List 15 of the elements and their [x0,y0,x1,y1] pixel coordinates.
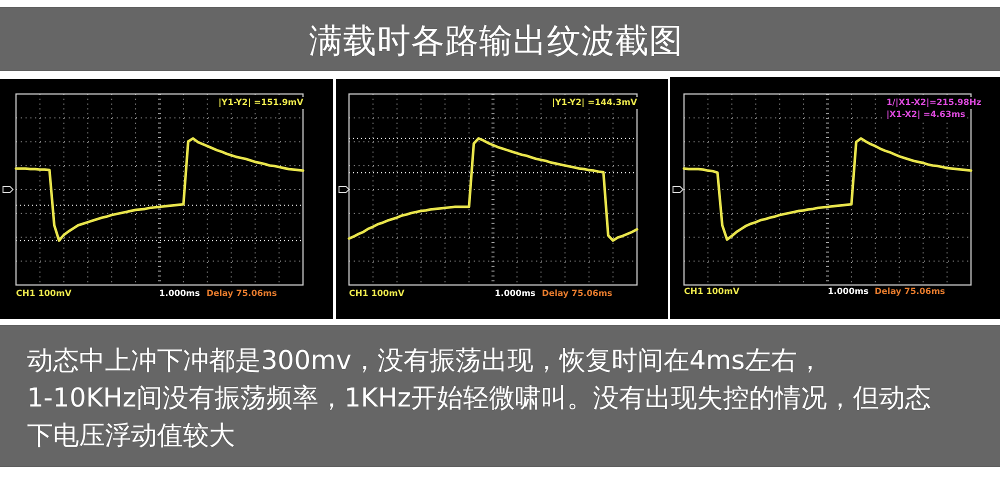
text: 1.000ms [159,289,200,299]
text: |X1-X2| =4.63ms [886,110,966,120]
text: |Y1-Y2| =151.9mV [218,98,304,108]
text: CH1 100mV [349,289,405,299]
text: 1.000ms [828,287,869,297]
text: 1/|X1-X2|=215.98Hz [886,98,982,108]
text: 动态中上冲下冲都是300mv，没有振荡出现，恢复时间在4ms左右， 1-10KHz间没有振荡频率，1KHz开始轻微啸叫。没有出现失控的情况，但动态下电压浮动值较大 [27,346,932,451]
text: |Y1-Y2| =144.3mV [552,98,638,108]
text: CH1 100mV [16,289,72,299]
text: Delay 75.06ms [206,289,277,299]
text: Delay 75.06ms [874,287,946,297]
text: 满载时各路输出纹波截图 [309,21,683,60]
text: CH1 100mV [684,287,740,297]
text: 1.000ms [494,289,536,299]
text: Delay 75.06ms [542,289,612,299]
